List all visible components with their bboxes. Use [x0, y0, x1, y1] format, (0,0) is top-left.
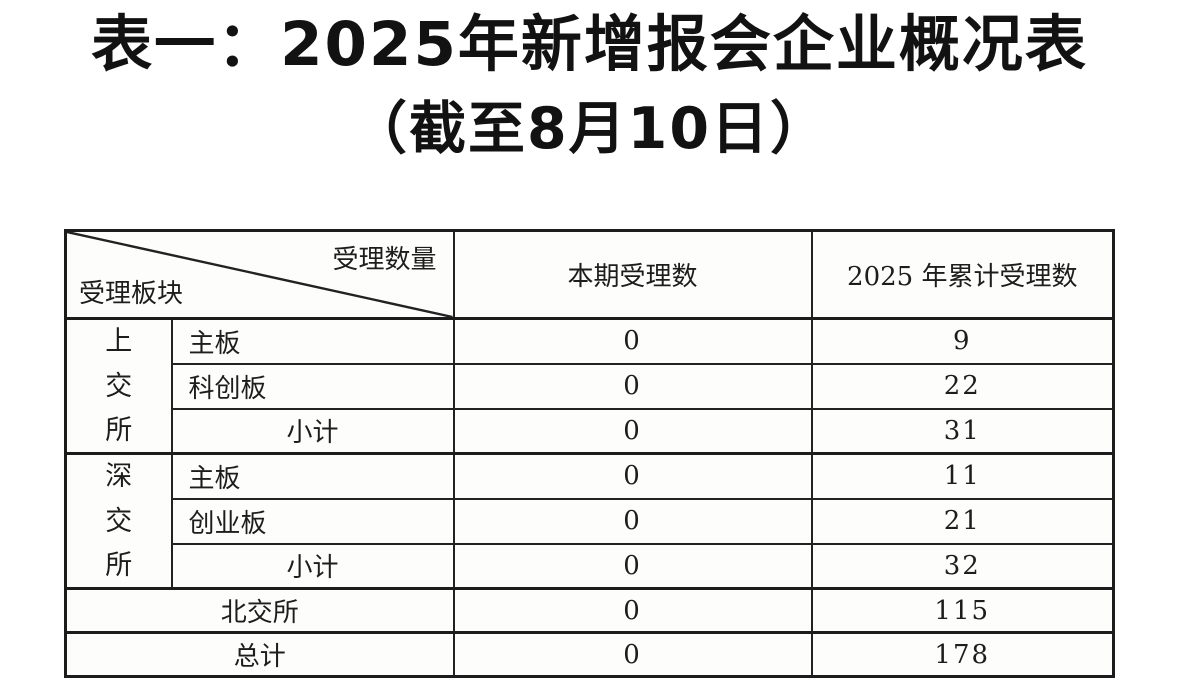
group-label-sse: 上 交 所	[68, 326, 170, 446]
document-title: 表一：2025年新增报会企业概况表 （截至8月10日）	[0, 0, 1179, 164]
group-char: 所	[105, 550, 133, 581]
group-cell-szse: 深 交 所	[64, 452, 173, 590]
cell-sse-subtotal-cumulative: 31	[810, 407, 1115, 455]
cell-sse-star-cumulative: 22	[810, 362, 1115, 410]
table-header-row: 受理数量 受理板块 本期受理数 2025 年累计受理数	[64, 229, 1115, 320]
table-row-sse-star: 科创板 0 22	[66, 362, 1115, 410]
cell-bse-cumulative: 115	[810, 587, 1115, 634]
row-label-szse-subtotal: 小计	[170, 542, 455, 590]
acceptance-summary-table: 受理数量 受理板块 本期受理数 2025 年累计受理数 上 交 所 主板 0 9…	[64, 229, 1115, 678]
row-label-total: 总计	[64, 631, 455, 678]
diagonal-divider-line	[67, 232, 453, 317]
cell-szse-chinext-cumulative: 21	[810, 497, 1115, 545]
cell-total-current: 0	[452, 631, 813, 678]
cell-szse-mainboard-cumulative: 11	[810, 452, 1115, 500]
row-label-szse-chinext: 创业板	[170, 497, 455, 545]
row-label-sse-subtotal: 小计	[170, 407, 455, 455]
table-row-szse-subtotal: 小计 0 32	[66, 542, 1115, 590]
corner-label-category: 受理板块	[79, 279, 184, 309]
table-row-szse-mainboard: 深 交 所 主板 0 11	[64, 452, 1115, 590]
diagonal-header-cell: 受理数量 受理板块	[64, 229, 455, 320]
cell-total-cumulative: 178	[810, 631, 1115, 678]
cell-sse-subtotal-current: 0	[452, 407, 813, 455]
group-char: 所	[105, 415, 133, 446]
row-label-sse-star: 科创板	[170, 362, 455, 410]
title-line-2: （截至8月10日）	[350, 96, 829, 163]
table-row-szse-chinext: 创业板 0 21	[66, 497, 1115, 545]
table-row-sse-subtotal: 小计 0 31	[66, 407, 1115, 455]
group-cell-sse: 上 交 所	[64, 317, 173, 455]
group-char: 上	[105, 326, 133, 357]
cell-sse-star-current: 0	[452, 362, 813, 410]
row-label-szse-mainboard: 主板	[170, 452, 455, 500]
table-row-bse: 北交所 0 115	[64, 587, 1115, 634]
row-label-bse: 北交所	[64, 587, 455, 634]
table-row-total: 总计 0 178	[64, 631, 1115, 678]
column-header-current-period: 本期受理数	[452, 229, 813, 320]
cell-szse-subtotal-current: 0	[452, 542, 813, 590]
group-char: 交	[105, 370, 133, 402]
cell-szse-subtotal-cumulative: 32	[810, 542, 1115, 590]
title-line-1: 表一：2025年新增报会企业概况表	[91, 9, 1088, 80]
cell-sse-mainboard-current: 0	[452, 317, 813, 365]
column-header-2025-cumulative: 2025 年累计受理数	[810, 229, 1115, 320]
cell-szse-chinext-current: 0	[452, 497, 813, 545]
cell-bse-current: 0	[452, 587, 813, 634]
group-char: 交	[105, 505, 133, 537]
row-label-sse-mainboard: 主板	[170, 317, 455, 365]
cell-sse-mainboard-cumulative: 9	[810, 317, 1115, 365]
cell-szse-mainboard-current: 0	[452, 452, 813, 500]
corner-label-measure: 受理数量	[332, 245, 437, 275]
table-row-sse-mainboard: 上 交 所 主板 0 9	[64, 317, 1115, 455]
group-char: 深	[105, 461, 133, 492]
group-label-szse: 深 交 所	[68, 461, 170, 581]
